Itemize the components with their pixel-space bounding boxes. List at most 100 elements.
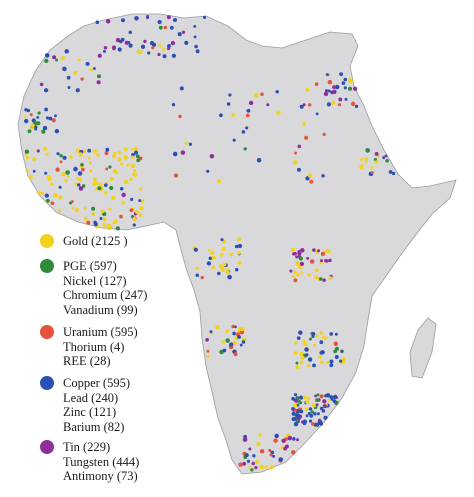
deposit-dot [276,110,281,115]
deposit-dot [237,334,241,339]
deposit-dot [300,271,304,275]
deposit-dot [129,208,134,213]
deposit-dot [59,160,63,164]
deposit-dot [293,278,298,283]
deposit-dot [305,87,310,92]
deposit-dot [50,201,55,206]
deposit-dot [74,182,78,186]
deposit-dot [169,25,174,30]
deposit-dot [322,278,326,282]
deposit-dot [297,144,302,149]
deposit-dot [312,363,316,368]
deposit-dot [205,337,209,342]
deposit-dot [308,419,313,423]
deposit-dot [136,158,141,163]
deposit-dot [58,195,63,200]
deposit-dot [319,394,324,399]
deposit-dot [208,256,213,261]
deposit-dot [74,207,79,213]
deposit-dot [207,248,211,252]
deposit-dot [77,171,83,176]
deposit-dot [108,224,113,229]
deposit-dot [314,275,319,280]
deposit-dot [291,411,296,416]
deposit-dot [237,243,243,249]
deposit-dot [391,171,396,176]
deposit-dot [91,212,96,217]
deposit-dot [307,411,311,416]
legend-item: Barium (82) [63,419,125,434]
deposit-dot [309,413,314,418]
deposit-dot [341,81,346,85]
deposit-dot [120,37,125,42]
deposit-dot [220,266,224,271]
deposit-dot [171,53,177,58]
deposit-dot [102,217,107,222]
deposit-dot [281,438,286,443]
deposit-dot [177,32,182,37]
deposit-dot [86,220,91,225]
legend-item: PGE (597) [63,259,117,273]
legend-item: Chromium (247) [63,288,148,302]
deposit-dot [297,400,301,404]
deposit-dot [162,47,166,51]
deposit-dot [232,331,236,336]
legend-item: Antimony (73) [63,469,138,483]
deposit-dot [299,395,303,399]
deposit-dot [103,49,106,53]
deposit-dot [306,256,310,260]
deposit-dot [319,330,324,335]
deposit-dot [305,353,309,357]
deposit-dot [229,342,234,347]
deposit-dot [92,181,97,186]
legend-item: REE (28) [63,354,111,368]
deposit-dot [209,153,215,159]
deposit-dot [294,399,299,403]
deposit-dot [248,465,251,469]
deposit-dot [332,85,336,89]
deposit-dot [328,276,333,280]
deposit-dot [324,89,329,93]
deposit-dot [147,51,151,55]
legend-item: Lead (240) [63,390,119,405]
deposit-dot [309,259,315,264]
deposit-dot [293,422,299,427]
deposit-dot [334,84,340,90]
deposit-dot [39,82,44,87]
deposit-dot [246,108,251,113]
deposit-dot [337,103,342,107]
deposit-dot [206,349,210,353]
deposit-dot [55,167,60,172]
deposit-dot [248,100,254,106]
deposit-dot [327,79,333,85]
deposit-dot [81,184,86,188]
deposit-dot [314,268,319,273]
legend-item: Nickel (127) [63,273,127,288]
deposit-dot [287,435,293,441]
deposit-dot [228,93,232,97]
deposit-dot [225,329,229,334]
deposit-dot [26,108,31,113]
deposit-dot [128,30,133,35]
deposit-dot [309,179,314,184]
deposit-dot [130,155,135,160]
deposit-dot [81,167,85,172]
deposit-dot [298,330,303,335]
deposit-dot [52,192,58,198]
deposit-dot [24,149,30,154]
deposit-dot [70,200,74,204]
deposit-dot [222,262,227,267]
deposit-dot [323,91,329,97]
deposit-dot [209,330,213,334]
deposit-dot [250,468,254,472]
deposit-dot [209,250,215,255]
deposit-dot [275,90,279,94]
deposit-dot [319,421,324,426]
deposit-dot [105,167,109,171]
deposit-dot [295,438,300,442]
deposit-dot [242,437,248,442]
deposit-dot [359,157,363,161]
deposit-dot [78,177,83,182]
deposit-dot [321,174,325,178]
deposit-dot [135,210,140,215]
